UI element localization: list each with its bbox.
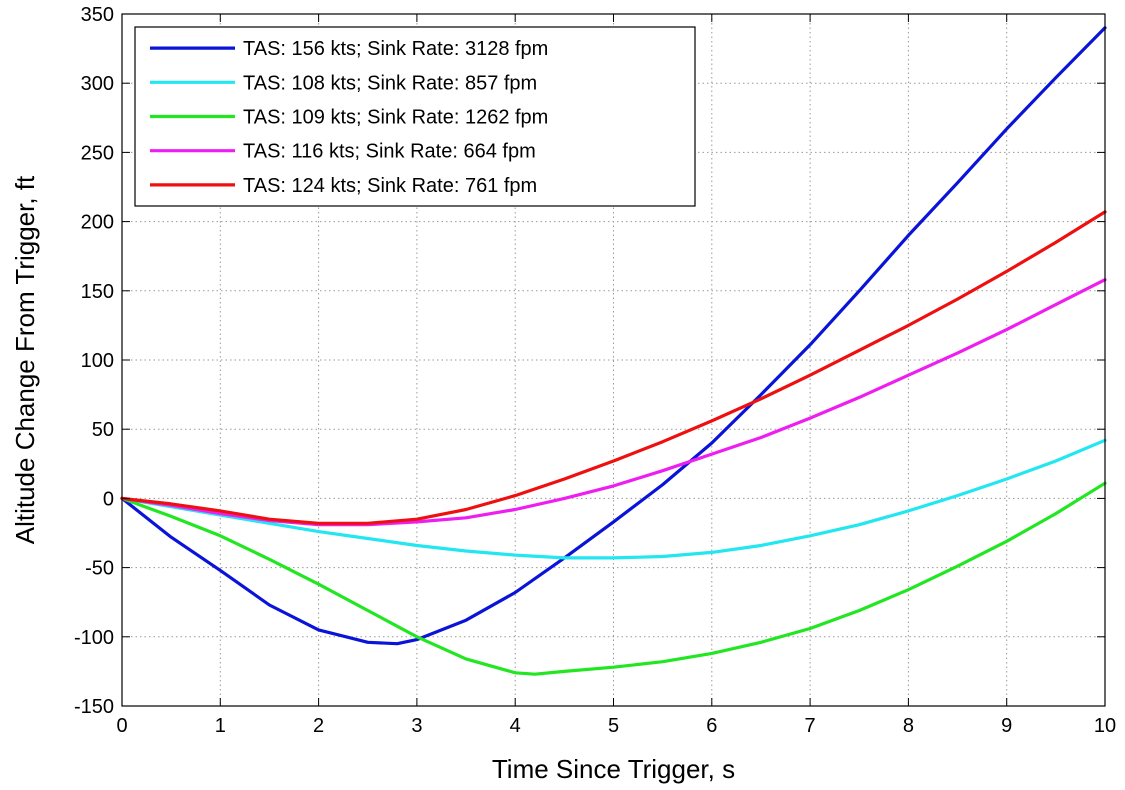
legend-label-1: TAS: 156 kts; Sink Rate: 3128 fpm <box>243 38 548 60</box>
y-tick-label: 50 <box>92 419 114 441</box>
legend-label-5: TAS: 124 kts; Sink Rate: 761 fpm <box>243 175 537 197</box>
x-tick-label: 1 <box>215 715 226 737</box>
y-tick-label: 100 <box>81 350 114 372</box>
x-tick-label: 5 <box>608 715 619 737</box>
x-tick-label: 4 <box>510 715 521 737</box>
x-tick-label: 2 <box>313 715 324 737</box>
legend-label-4: TAS: 116 kts; Sink Rate: 664 fpm <box>243 141 536 163</box>
x-tick-label: 3 <box>411 715 422 737</box>
y-tick-label: 200 <box>81 212 114 234</box>
x-tick-label: 8 <box>903 715 914 737</box>
series-line-1 <box>120 26 1107 646</box>
y-tick-label: -150 <box>74 696 114 718</box>
y-tick-label: 0 <box>103 488 114 510</box>
x-tick-label: 6 <box>706 715 717 737</box>
series-line-5 <box>120 210 1107 525</box>
x-axis-title: Time Since Trigger, s <box>492 754 735 784</box>
x-tick-label: 9 <box>1001 715 1012 737</box>
y-axis-title: Altitude Change From Trigger, ft <box>10 175 40 544</box>
axes: 0 1 2 3 4 5 6 7 8 9 10 -150 -100 -50 0 50 100 150 200 250 30… <box>74 4 1116 737</box>
series-lines <box>120 26 1107 676</box>
series-line-3 <box>120 481 1107 676</box>
y-tick-label: 300 <box>81 73 114 95</box>
y-tick-label: 350 <box>81 4 114 26</box>
x-tick-label: 7 <box>805 715 816 737</box>
legend: TAS: 156 kts; Sink Rate: 3128 fpm TAS: 10… <box>134 26 696 207</box>
legend-label-2: TAS: 108 kts; Sink Rate: 857 fpm <box>243 72 537 94</box>
y-tick-label: 150 <box>81 281 114 303</box>
series-line-2 <box>120 438 1107 560</box>
y-tick-label: 250 <box>81 142 114 164</box>
legend-label-3: TAS: 109 kts; Sink Rate: 1262 fpm <box>243 107 548 129</box>
x-tick-label: 10 <box>1094 715 1116 737</box>
y-tick-label: -50 <box>85 558 114 580</box>
y-tick-label: -100 <box>74 627 114 649</box>
x-tick-label: 0 <box>116 715 127 737</box>
